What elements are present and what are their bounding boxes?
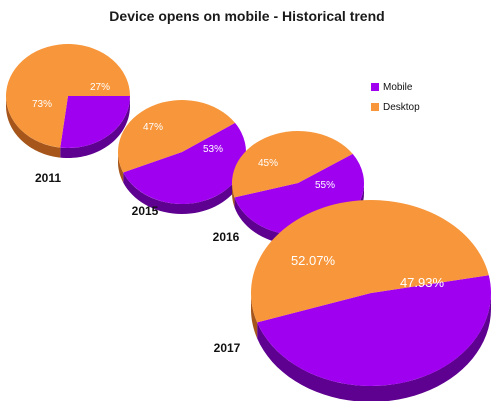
year-label-2015: 2015 xyxy=(132,204,159,218)
pie-2011-mobile-side xyxy=(60,96,130,158)
pie-2016-desktop-label: 45% xyxy=(258,158,278,169)
pie-2011-desktop-slice xyxy=(5,44,131,148)
pie-2016-desktop-side xyxy=(232,183,235,208)
pie-2017: 52.07% 47.93% 2017 xyxy=(214,200,492,401)
pie-2015: 47% 53% 2015 xyxy=(117,99,246,218)
pie-2011: 73% 27% 2011 xyxy=(5,44,131,185)
pie-2016-desktop-slice xyxy=(231,130,353,198)
pie-2015-mobile-side xyxy=(123,152,246,214)
pie-2017-mobile-label: 47.93% xyxy=(400,275,445,290)
legend-label-desktop: Desktop xyxy=(383,102,420,113)
legend-label-mobile: Mobile xyxy=(383,82,413,93)
legend-swatch-mobile xyxy=(371,83,379,91)
pie-2011-mobile-label: 27% xyxy=(90,82,110,93)
year-label-2017: 2017 xyxy=(214,341,241,355)
pie-2011-mobile-slice xyxy=(60,96,130,148)
pie-2017-desktop-side xyxy=(251,293,258,339)
pie-2017-desktop-slice xyxy=(251,200,489,323)
year-label-2016: 2016 xyxy=(213,230,240,244)
pie-2011-desktop-label: 73% xyxy=(32,99,52,110)
legend-swatch-desktop xyxy=(371,103,379,111)
pie-2015-mobile-label: 53% xyxy=(203,144,223,155)
pie-2015-desktop-label: 47% xyxy=(143,122,163,133)
pie-2015-desktop-slice xyxy=(117,99,236,173)
year-label-2011: 2011 xyxy=(35,171,61,185)
pie-2017-desktop-label: 52.07% xyxy=(291,253,336,268)
pie-2017-mobile-side xyxy=(257,293,491,401)
pie-2015-mobile-slice xyxy=(123,122,246,204)
pie-2016-mobile-label: 55% xyxy=(315,180,335,191)
pie-2011-desktop-side xyxy=(6,96,61,158)
pie-2015-desktop-side xyxy=(118,152,124,183)
legend: Mobile Desktop xyxy=(371,82,420,113)
pie-2017-mobile-slice xyxy=(257,275,492,387)
chart-title: Device opens on mobile - Historical tren… xyxy=(109,8,385,24)
